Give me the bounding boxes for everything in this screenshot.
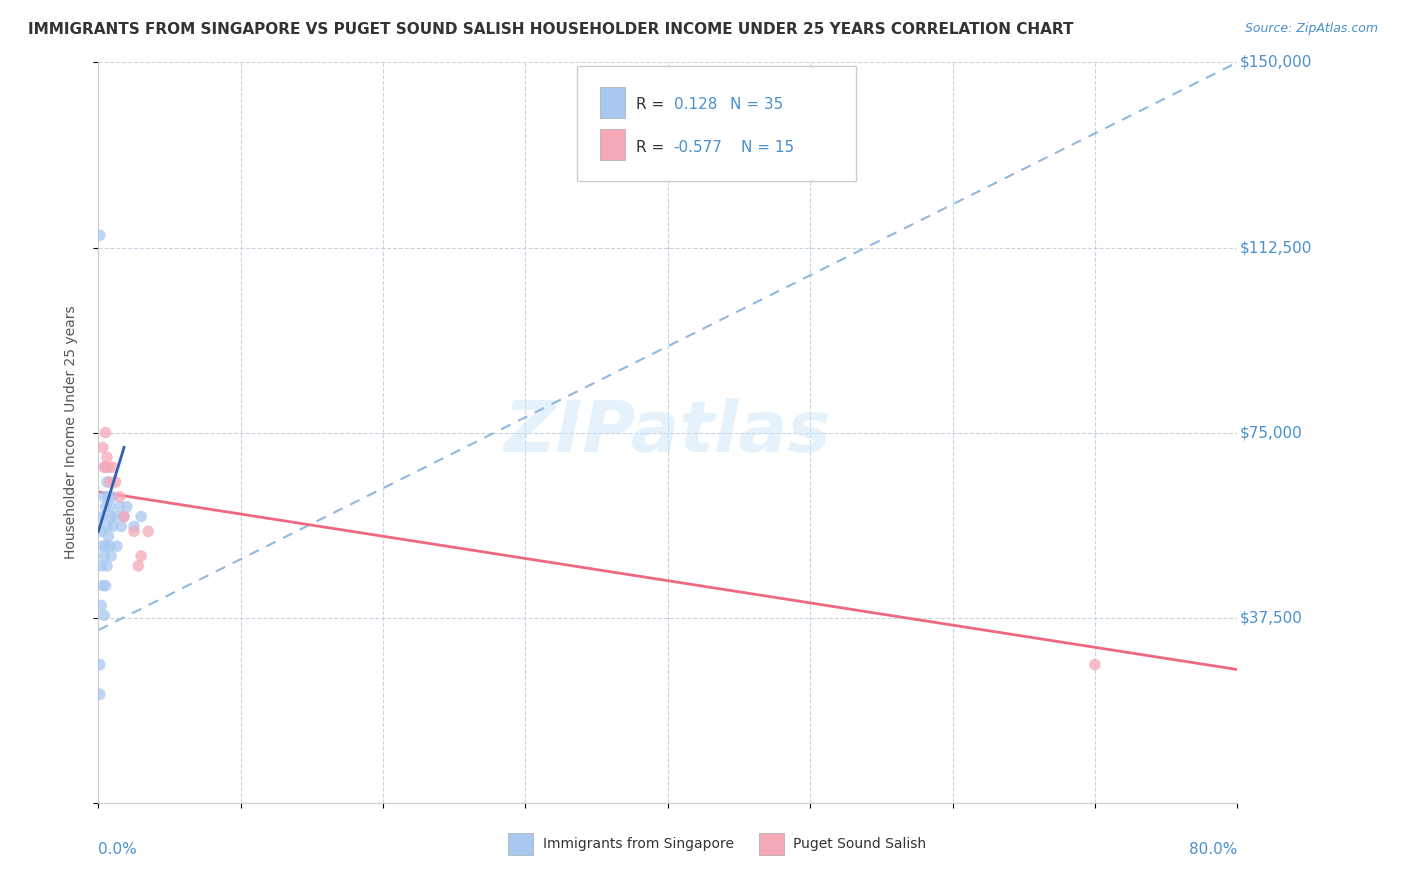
Text: $112,500: $112,500 bbox=[1240, 240, 1312, 255]
Point bbox=[98, 475, 121, 489]
Point bbox=[110, 519, 132, 533]
Text: N = 15: N = 15 bbox=[741, 140, 794, 155]
Point bbox=[91, 509, 114, 524]
Point bbox=[93, 549, 115, 563]
Point bbox=[89, 687, 111, 701]
Point bbox=[112, 509, 135, 524]
Point bbox=[97, 529, 120, 543]
Text: IMMIGRANTS FROM SINGAPORE VS PUGET SOUND SALISH HOUSEHOLDER INCOME UNDER 25 YEAR: IMMIGRANTS FROM SINGAPORE VS PUGET SOUND… bbox=[28, 22, 1074, 37]
Point bbox=[136, 524, 159, 539]
Point bbox=[108, 490, 131, 504]
Point bbox=[96, 558, 118, 573]
Point bbox=[91, 441, 114, 455]
Point bbox=[94, 425, 117, 440]
Point bbox=[90, 599, 112, 613]
Text: R =: R = bbox=[636, 97, 669, 112]
Point bbox=[97, 490, 120, 504]
Text: Immigrants from Singapore: Immigrants from Singapore bbox=[543, 837, 734, 850]
Point bbox=[101, 490, 124, 504]
Point bbox=[108, 500, 131, 514]
Point bbox=[1084, 657, 1107, 672]
Point bbox=[122, 524, 145, 539]
Point bbox=[89, 657, 111, 672]
Point bbox=[96, 519, 118, 533]
FancyBboxPatch shape bbox=[576, 66, 856, 181]
Bar bbox=[599, 87, 624, 118]
Bar bbox=[599, 129, 624, 161]
Point bbox=[97, 460, 120, 475]
Point bbox=[115, 500, 138, 514]
Text: $150,000: $150,000 bbox=[1240, 55, 1312, 70]
Point bbox=[90, 558, 112, 573]
Text: $37,500: $37,500 bbox=[1240, 610, 1302, 625]
Point bbox=[112, 509, 135, 524]
Point bbox=[101, 519, 124, 533]
Point bbox=[101, 460, 124, 475]
Point bbox=[94, 579, 117, 593]
Y-axis label: Householder Income Under 25 years: Householder Income Under 25 years bbox=[63, 306, 77, 559]
Point bbox=[94, 500, 117, 514]
Point bbox=[100, 549, 122, 563]
Point bbox=[96, 475, 118, 489]
Point bbox=[129, 509, 152, 524]
Point bbox=[104, 475, 127, 489]
Text: -0.577: -0.577 bbox=[673, 140, 723, 155]
Point bbox=[94, 460, 117, 475]
Point bbox=[104, 509, 127, 524]
Text: Puget Sound Salish: Puget Sound Salish bbox=[793, 837, 927, 850]
Point bbox=[93, 490, 115, 504]
Point bbox=[89, 228, 111, 243]
Point bbox=[100, 509, 122, 524]
Point bbox=[127, 558, 149, 573]
Point bbox=[96, 450, 118, 465]
Bar bbox=[759, 833, 785, 855]
Text: R =: R = bbox=[636, 140, 669, 155]
Text: 0.128: 0.128 bbox=[673, 97, 717, 112]
Text: Source: ZipAtlas.com: Source: ZipAtlas.com bbox=[1244, 22, 1378, 36]
Point bbox=[94, 539, 117, 553]
Point bbox=[90, 524, 112, 539]
Text: $75,000: $75,000 bbox=[1240, 425, 1302, 440]
Point bbox=[91, 579, 114, 593]
Point bbox=[98, 500, 121, 514]
Point bbox=[93, 608, 115, 623]
Text: ZIPatlas: ZIPatlas bbox=[505, 398, 831, 467]
Point bbox=[122, 519, 145, 533]
Point bbox=[93, 460, 115, 475]
Point bbox=[129, 549, 152, 563]
Point bbox=[98, 539, 121, 553]
Text: 80.0%: 80.0% bbox=[1189, 842, 1237, 856]
Text: N = 35: N = 35 bbox=[731, 97, 783, 112]
Point bbox=[105, 539, 128, 553]
Point bbox=[91, 539, 114, 553]
Bar bbox=[509, 833, 533, 855]
Text: 0.0%: 0.0% bbox=[98, 842, 138, 856]
